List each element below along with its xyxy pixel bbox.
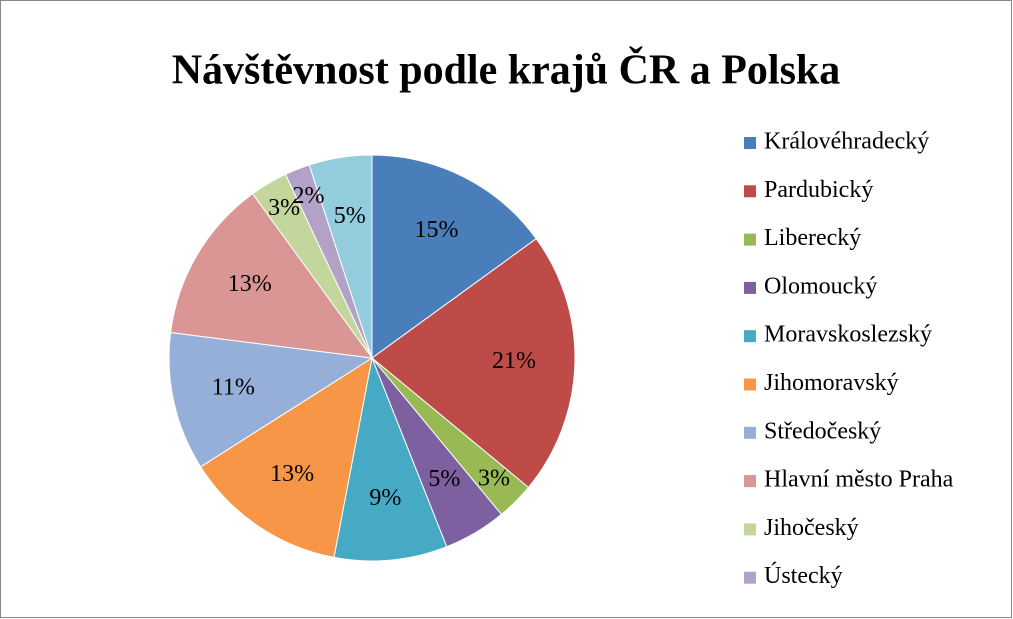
legend-label: Středočeský	[764, 418, 881, 444]
pie-slice	[371, 237, 576, 489]
pie-slice	[333, 356, 448, 562]
legend-swatch	[744, 233, 756, 246]
legend-swatch	[744, 137, 756, 149]
legend-label: Olomoucký	[764, 273, 877, 299]
legend-swatch	[744, 281, 756, 294]
pie-slice	[199, 356, 373, 558]
pie-slice	[168, 331, 374, 468]
legend-swatch	[744, 426, 756, 439]
data-label: 3%	[268, 195, 300, 221]
data-label: 15%	[415, 217, 459, 243]
legend-label: Liberecký	[764, 225, 861, 251]
legend-label: Hlavní město Praha	[764, 467, 954, 493]
data-label: 5%	[334, 203, 366, 229]
data-label: 13%	[270, 461, 314, 487]
legend-label: Ústecký	[764, 562, 843, 589]
data-label: 9%	[369, 485, 401, 511]
data-label: 11%	[212, 374, 255, 400]
legend-label: Moravskoslezský	[764, 322, 932, 348]
data-label: 21%	[492, 348, 536, 374]
legend-swatch	[744, 571, 756, 584]
pie-slice	[170, 193, 374, 359]
legend-label: Jihočeský	[764, 515, 859, 541]
legend-label: Královéhradecký	[764, 129, 929, 155]
legend-swatch	[744, 185, 756, 198]
chart-title: Návštěvnost podle krajů ČR a Polska	[172, 46, 841, 94]
legend-swatch	[744, 475, 756, 488]
data-label: 5%	[428, 466, 460, 492]
legend-label: Jihomoravský	[764, 370, 899, 396]
pie-slice	[308, 154, 373, 359]
pie-slice	[371, 154, 537, 359]
data-label: 13%	[228, 271, 272, 297]
legend-label: Pardubický	[764, 177, 873, 203]
legend-swatch	[744, 523, 756, 536]
legend-swatch	[744, 378, 756, 391]
data-label: 3%	[478, 466, 510, 492]
legend-swatch	[744, 330, 756, 343]
data-label: 2%	[292, 183, 324, 209]
